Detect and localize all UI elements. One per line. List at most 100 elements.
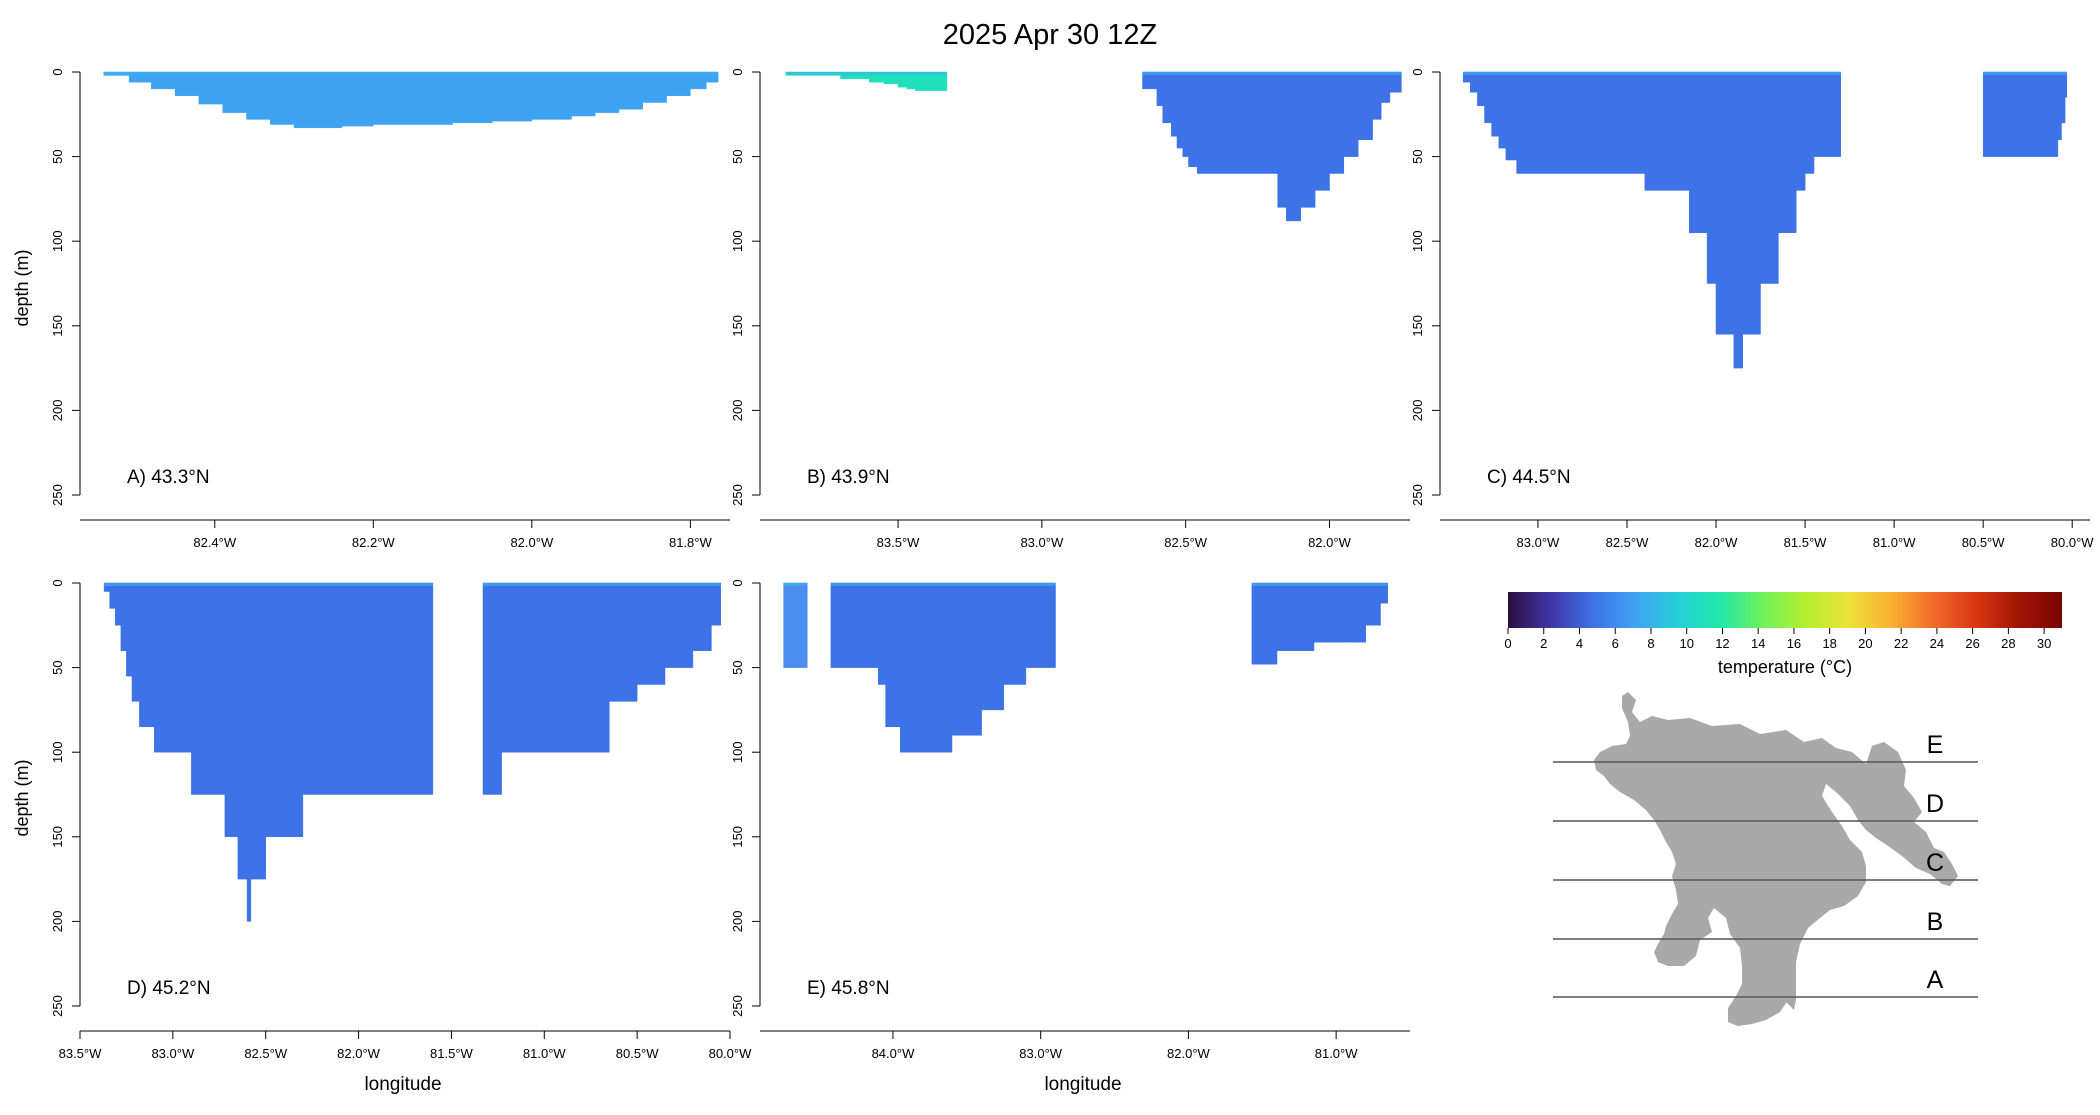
y-tick-label-d-0: 0	[50, 579, 65, 586]
y-tick-label-e-2: 100	[730, 741, 745, 763]
section-label-d: D	[1926, 790, 1944, 818]
colorbar-tick-label-5: 10	[1679, 636, 1693, 651]
surface-band-b-0	[785, 72, 947, 75]
y-tick-label-b-0: 0	[730, 68, 745, 75]
surface-band-e-1	[830, 583, 1056, 586]
panel-label-c: C) 44.5°N	[1487, 467, 1571, 488]
y-tick-label-c-3: 150	[1410, 315, 1425, 337]
y-tick-label-c-5: 250	[1410, 484, 1425, 506]
colorbar-ticks: 0 2 4 6 8 10 12 14 16 18 20 22 24 26 28 30	[1504, 628, 2051, 651]
colorbar-tick-label-1: 2	[1540, 636, 1547, 651]
x-tick-label-e-2: 82.0°W	[1167, 1046, 1211, 1061]
section-label-c: C	[1926, 849, 1944, 877]
colorbar-tick-label-11: 22	[1894, 636, 1908, 651]
section-label-e: E	[1927, 731, 1944, 759]
x-tick-label-d-2: 82.5°W	[244, 1046, 288, 1061]
xlabel-d: longitude	[364, 1074, 441, 1095]
x-tick-label-e-1: 83.0°W	[1019, 1046, 1063, 1061]
x-tick-label-a-1: 82.2°W	[352, 535, 396, 550]
surface-band-a-0	[103, 72, 719, 75]
section-fill-e-1	[830, 582, 1056, 753]
colorbar-label: temperature (°C)	[1718, 657, 1852, 677]
x-tick-label-c-2: 82.0°W	[1695, 535, 1739, 550]
section-fill-c-1	[1982, 71, 2068, 157]
x-tick-label-c-1: 82.5°W	[1606, 535, 1650, 550]
section-labels: E D C B A	[1926, 731, 1944, 994]
colorbar: 0 2 4 6 8 10 12 14 16 18 20 22 24 26 28 30 temperature …	[1504, 592, 2062, 677]
colorbar-tick-label-3: 6	[1612, 636, 1619, 651]
section-label-b: B	[1927, 908, 1944, 936]
x-tick-label-e-0: 84.0°W	[872, 1046, 916, 1061]
y-tick-label-b-2: 100	[730, 230, 745, 252]
section-fill-e-2	[1251, 582, 1389, 665]
panel-d: 0 50 100 150 200 250 83.5°W 83.0°W 82.5°W 82.0°W 8…	[50, 579, 752, 1061]
x-tick-label-c-3: 81.5°W	[1784, 535, 1828, 550]
x-tick-label-d-6: 80.5°W	[616, 1046, 660, 1061]
y-tick-label-c-0: 0	[1410, 68, 1425, 75]
colorbar-tick-label-9: 18	[1822, 636, 1836, 651]
section-fill-a-0	[103, 71, 719, 129]
x-tick-label-c-0: 83.0°W	[1517, 535, 1561, 550]
y-tick-label-d-2: 100	[50, 741, 65, 763]
x-tick-label-a-0: 82.4°W	[193, 535, 237, 550]
x-tick-label-d-3: 82.0°W	[337, 1046, 381, 1061]
y-tick-label-b-1: 50	[730, 149, 745, 163]
y-tick-label-c-2: 100	[1410, 230, 1425, 252]
colorbar-tick-label-2: 4	[1576, 636, 1583, 651]
y-tick-label-a-4: 200	[50, 400, 65, 422]
surface-band-d-1	[483, 583, 721, 586]
y-tick-label-a-3: 150	[50, 315, 65, 337]
x-tick-label-e-3: 81.0°W	[1315, 1046, 1359, 1061]
figure-title: 2025 Apr 30 12Z	[943, 19, 1157, 51]
x-tick-label-b-2: 82.5°W	[1164, 535, 1208, 550]
panel-label-e: E) 45.8°N	[807, 978, 890, 999]
section-lines	[1553, 761, 1978, 998]
section-fill-d-0	[103, 582, 434, 922]
x-tick-label-d-0: 83.5°W	[59, 1046, 103, 1061]
panel-b: 0 50 100 150 200 250 83.5°W 83.0°W 82.5°W 82.0°W B…	[730, 68, 1410, 550]
y-tick-label-b-3: 150	[730, 315, 745, 337]
y-tick-label-a-0: 0	[50, 68, 65, 75]
x-tick-label-a-2: 82.0°W	[510, 535, 554, 550]
colorbar-tick-label-13: 26	[1965, 636, 1979, 651]
x-tick-label-d-7: 80.0°W	[709, 1046, 753, 1061]
lake-map	[1594, 692, 1958, 1026]
panel-label-b: B) 43.9°N	[807, 467, 890, 488]
section-fill-e-0	[783, 582, 808, 668]
y-tick-label-d-3: 150	[50, 826, 65, 848]
y-tick-label-a-1: 50	[50, 149, 65, 163]
x-tick-label-a-3: 81.8°W	[669, 535, 713, 550]
colorbar-tick-label-6: 12	[1715, 636, 1729, 651]
surface-band-c-1	[1983, 72, 2067, 75]
y-tick-label-a-5: 250	[50, 484, 65, 506]
y-tick-label-d-5: 250	[50, 995, 65, 1017]
ylabel-bottom: depth (m)	[12, 759, 32, 836]
section-label-a: A	[1927, 966, 1944, 994]
y-tick-label-e-5: 250	[730, 995, 745, 1017]
x-tick-label-b-1: 83.0°W	[1020, 535, 1064, 550]
y-tick-label-e-0: 0	[730, 579, 745, 586]
x-tick-label-b-3: 82.0°W	[1308, 535, 1352, 550]
x-tick-label-c-5: 80.5°W	[1962, 535, 2006, 550]
x-tick-label-b-0: 83.5°W	[877, 535, 921, 550]
surface-band-c-0	[1463, 72, 1841, 75]
y-tick-label-d-4: 200	[50, 911, 65, 933]
section-fill-b-0	[785, 71, 948, 91]
y-tick-label-b-4: 200	[730, 400, 745, 422]
surface-band-e-0	[783, 583, 808, 586]
section-map: E D C B A	[1553, 692, 1978, 1026]
ylabel-top: depth (m)	[12, 249, 32, 326]
y-tick-label-e-3: 150	[730, 826, 745, 848]
surface-band-b-1	[1142, 72, 1402, 75]
y-tick-label-c-1: 50	[1410, 149, 1425, 163]
colorbar-tick-label-7: 14	[1751, 636, 1765, 651]
surface-band-d-0	[104, 583, 433, 586]
lake-shape	[1594, 692, 1958, 1026]
x-tick-label-c-6: 80.0°W	[2051, 535, 2095, 550]
lake-bay-west	[1612, 748, 1664, 772]
colorbar-tick-label-12: 24	[1930, 636, 1944, 651]
x-tick-label-d-1: 83.0°W	[151, 1046, 195, 1061]
colorbar-tick-label-10: 20	[1858, 636, 1872, 651]
